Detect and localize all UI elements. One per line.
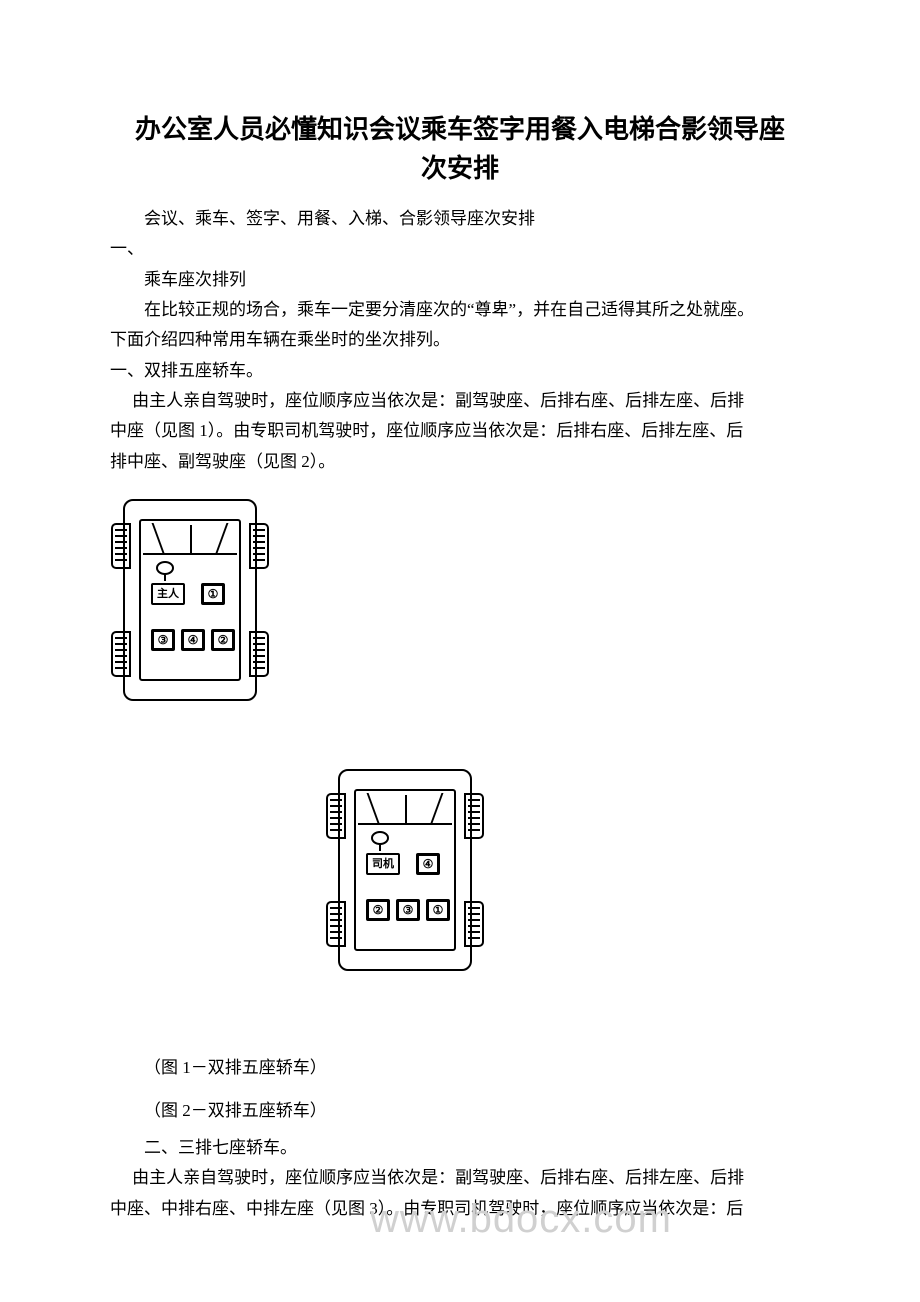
heading-car-type-1: 一、双排五座轿车。 — [110, 358, 810, 384]
car2-desc-a: 由主人亲自驾驶时，座位顺序应当依次是：副驾驶座、后排右座、后排左座、后排 — [110, 1165, 810, 1191]
intro-line: 会议、乘车、签字、用餐、入梯、合影领导座次安排 — [110, 206, 810, 232]
caption-fig1: （图 1－双排五座轿车） — [110, 1053, 810, 1078]
car2-seat-back-mid: ③ — [396, 899, 420, 921]
title-line1: 办公室人员必懂知识会议乘车签字用餐入电梯合影领导座 — [135, 115, 785, 144]
car2-seat-back-left: ② — [366, 899, 390, 921]
title-line2: 次安排 — [421, 154, 499, 183]
car1-desc-b: 中座（见图 1）。由专职司机驾驶时，座位顺序应当依次是：后排右座、后排左座、后 — [110, 418, 810, 444]
car-diagram-1: 主人 ① ③ ④ ② — [115, 495, 265, 705]
car1-desc-c: 排中座、副驾驶座（见图 2）。 — [110, 449, 810, 475]
heading-car-type-2: 二、三排七座轿车。 — [110, 1135, 810, 1161]
car1-seat-back-left: ③ — [151, 629, 175, 651]
car2-seat-back-right: ① — [426, 899, 450, 921]
car1-seat-driver: 主人 — [151, 583, 185, 605]
car1-desc-a: 由主人亲自驾驶时，座位顺序应当依次是：副驾驶座、后排右座、后排左座、后排 — [110, 388, 810, 414]
car2-desc-b: 中座、中排右座、中排左座（见图 3）。由专职司机驾驶时，座位顺序应当依次是：后 — [110, 1196, 810, 1222]
car2-seat-driver: 司机 — [366, 853, 400, 875]
body-1a: 在比较正规的场合，乘车一定要分清座次的“尊卑”，并在自己适得其所之处就座。 — [110, 297, 810, 323]
car1-seat-back-right: ② — [211, 629, 235, 651]
body-1b: 下面介绍四种常用车辆在乘坐时的坐次排列。 — [110, 327, 810, 353]
car-diagram-2: 司机 ④ ② ③ ① — [330, 765, 480, 975]
car1-seat-back-mid: ④ — [181, 629, 205, 651]
section-one-marker: 一、 — [110, 236, 810, 262]
heading-seating: 乘车座次排列 — [110, 267, 810, 293]
car1-seat-front-right: ① — [201, 583, 225, 605]
diagram-area: www.bdocx.com 主人 ① ③ ④ ② — [110, 485, 810, 1045]
caption-fig2: （图 2－双排五座轿车） — [110, 1096, 810, 1121]
car2-seat-front-right: ④ — [416, 853, 440, 875]
